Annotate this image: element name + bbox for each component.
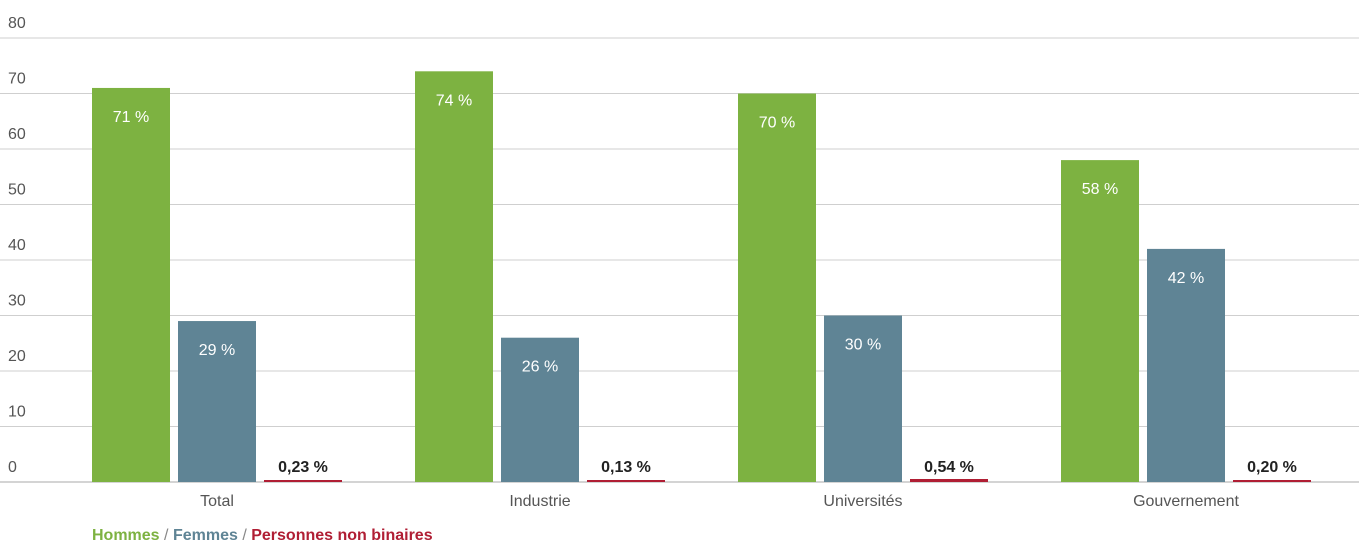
legend-separator: / <box>242 527 247 544</box>
bar <box>824 315 902 482</box>
data-label: 58 % <box>1082 181 1118 198</box>
data-label: 71 % <box>113 109 149 126</box>
legend-separator: / <box>164 527 169 544</box>
chart-legend: Hommes / Femmes / Personnes non binaires <box>92 527 433 545</box>
y-tick-label: 70 <box>8 71 26 88</box>
bar <box>1233 480 1311 482</box>
y-tick-label: 0 <box>8 459 17 476</box>
bar <box>738 93 816 482</box>
data-label: 30 % <box>845 337 881 354</box>
y-tick-label: 20 <box>8 348 26 365</box>
bar <box>1061 160 1139 482</box>
bar <box>501 337 579 482</box>
bar <box>587 480 665 482</box>
bar <box>415 71 493 483</box>
bar <box>178 321 256 482</box>
data-label: 70 % <box>759 115 795 132</box>
legend-item-nonbinary: Personnes non binaires <box>251 527 433 544</box>
data-label: 42 % <box>1168 270 1204 287</box>
legend-item-men: Hommes <box>92 527 160 544</box>
bar <box>910 479 988 482</box>
legend-item-women: Femmes <box>172 527 238 544</box>
data-label: 0,23 % <box>278 459 328 476</box>
data-label: 26 % <box>522 359 558 376</box>
y-tick-label: 30 <box>8 293 26 310</box>
data-label: 29 % <box>199 342 235 359</box>
x-tick-label: Gouvernement <box>1133 493 1239 510</box>
x-tick-label: Universités <box>823 493 902 510</box>
data-label: 0,20 % <box>1247 459 1297 476</box>
y-tick-label: 80 <box>8 15 26 32</box>
bar <box>1147 248 1225 482</box>
bar <box>264 480 342 482</box>
x-tick-label: Total <box>200 493 234 510</box>
bar <box>92 87 170 482</box>
y-tick-label: 60 <box>8 126 26 143</box>
y-tick-label: 40 <box>8 237 26 254</box>
data-label: 0,54 % <box>924 459 974 476</box>
data-label: 0,13 % <box>601 459 651 476</box>
data-label: 74 % <box>436 92 472 109</box>
y-tick-label: 50 <box>8 182 26 199</box>
bar-chart: 0 10 20 30 40 50 60 70 80 71 % 29 % 0,23 % Total 74 %… <box>0 15 1359 510</box>
x-tick-label: Industrie <box>509 493 570 510</box>
y-tick-label: 10 <box>8 404 26 421</box>
